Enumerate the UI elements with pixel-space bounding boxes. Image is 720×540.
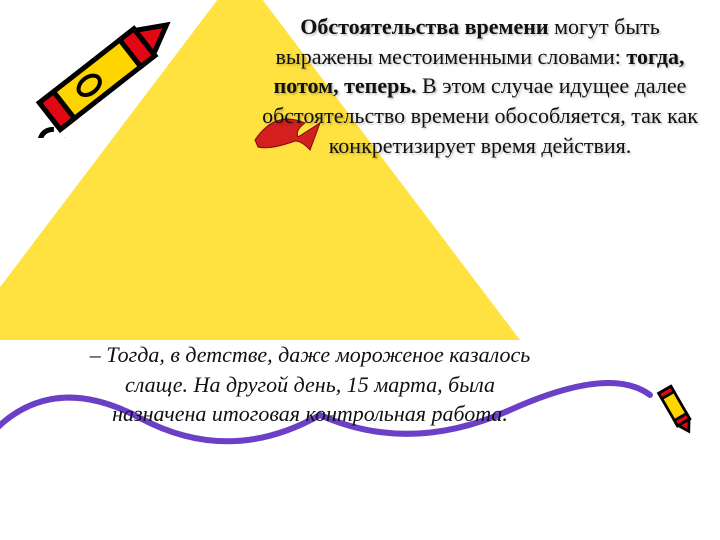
example-body: – Тогда, в детстве, даже мороженое казал… — [90, 342, 531, 426]
crayon-small-icon — [645, 375, 700, 450]
bold-term-1: Обстоятельства времени — [300, 14, 548, 39]
crayon-large-icon — [15, 8, 195, 138]
main-rule-text: Обстоятельства времени могут быть выраже… — [250, 12, 710, 160]
example-text: – Тогда, в детстве, даже мороженое казал… — [80, 340, 540, 429]
